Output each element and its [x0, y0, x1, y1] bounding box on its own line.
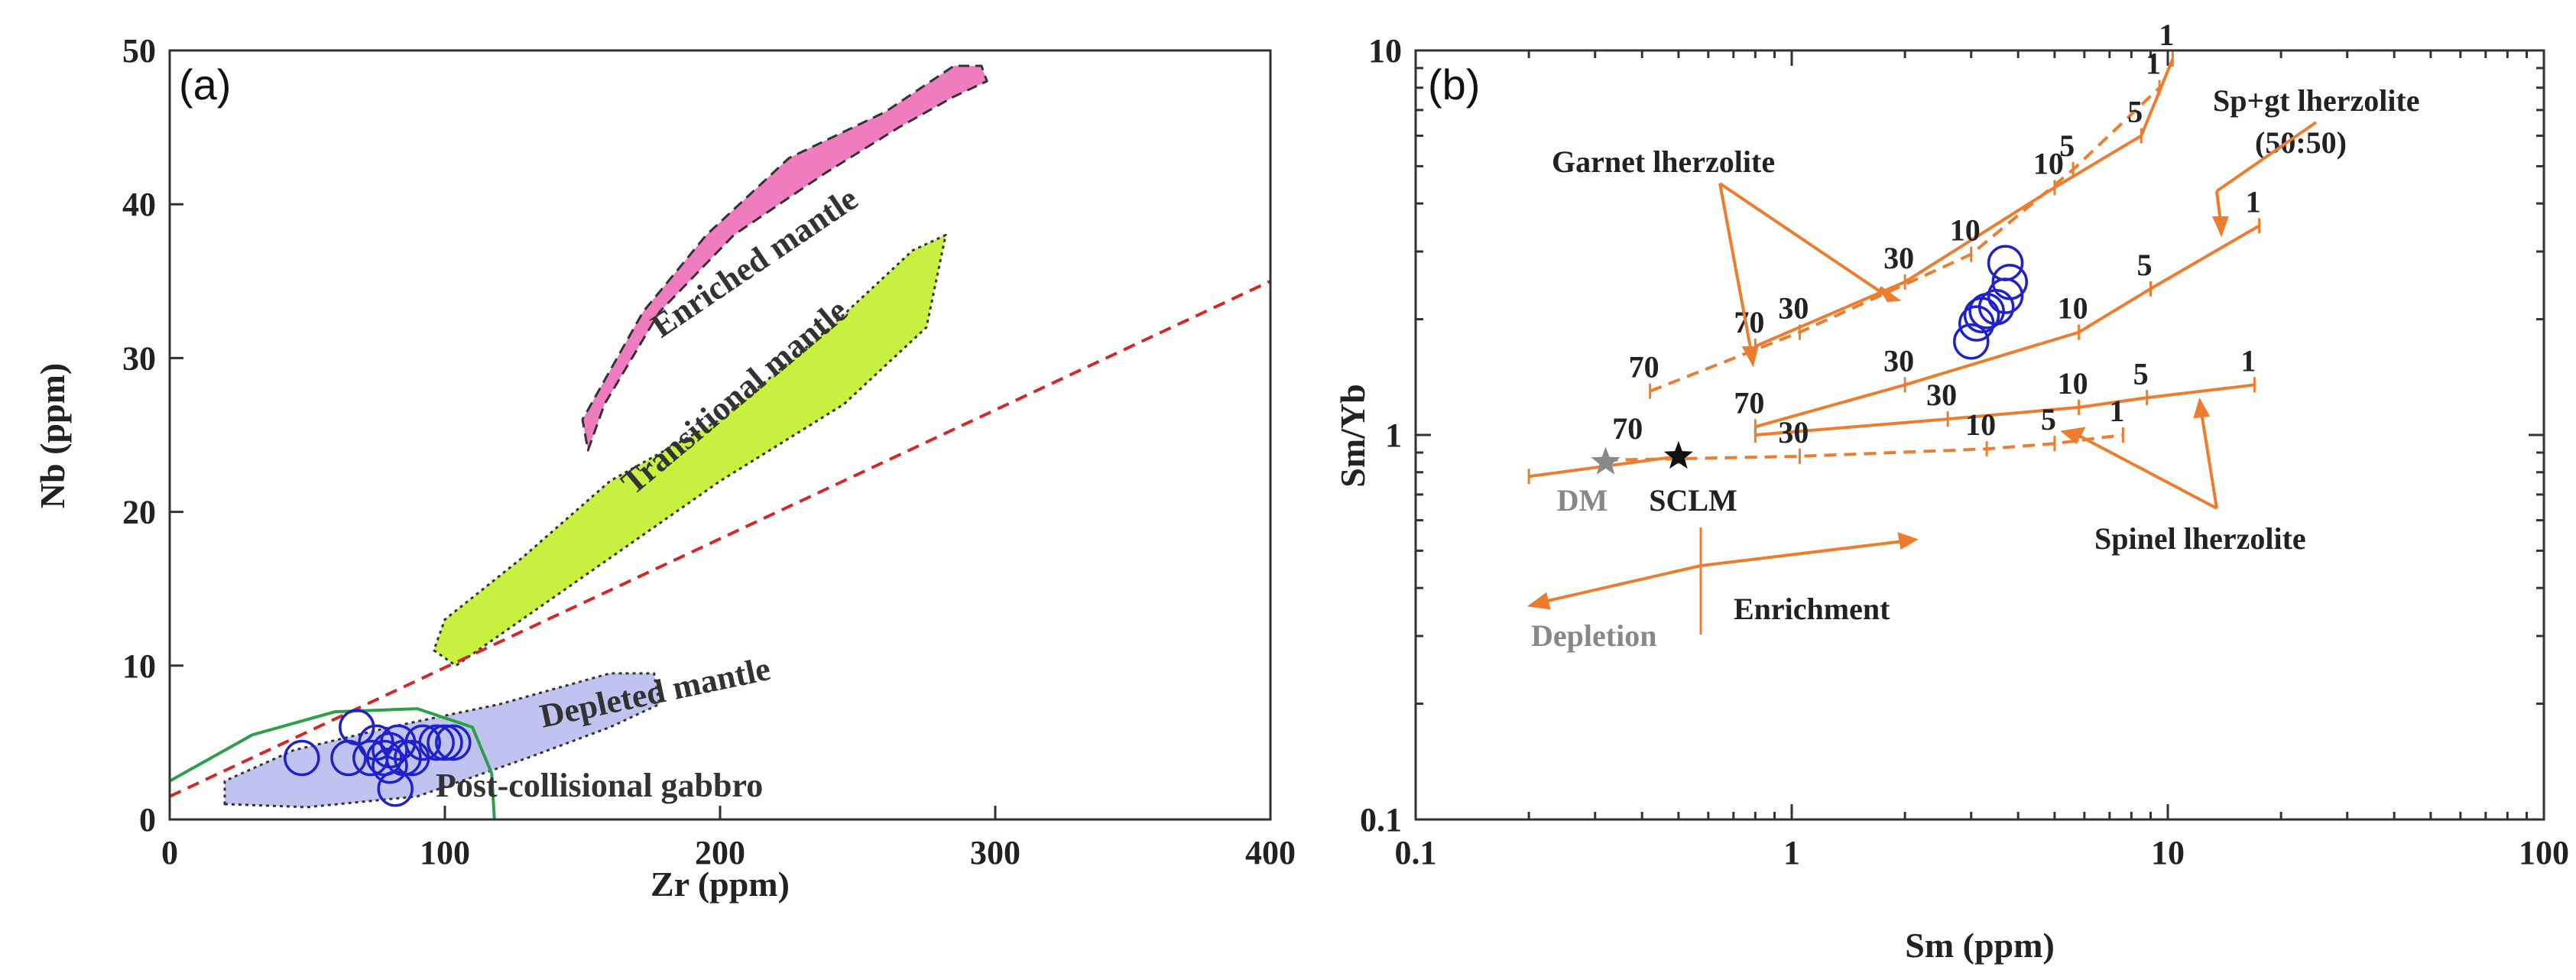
- sample-point-a: [435, 724, 472, 761]
- x-tick-label-a: 200: [695, 834, 745, 871]
- b-ticks: 0.1 1 10 100 0.1 1 10: [1360, 32, 2569, 871]
- x-axis-title-b: Sm (ppm): [1905, 926, 2055, 965]
- x-tick-label-b: 100: [2519, 834, 2569, 871]
- a-ticks: 0 100 200 300 400 0 10 20 30 40 50: [122, 32, 1296, 871]
- sample-point-b: [1952, 323, 1990, 360]
- a-points: [284, 709, 472, 807]
- sample-point-a: [418, 724, 455, 761]
- y-axis-title-a: Nb (ppm): [33, 363, 72, 508]
- a-lines: [169, 279, 1271, 820]
- panel-a-frame: [168, 49, 1272, 821]
- melt-fraction-label: 5: [2127, 95, 2143, 129]
- b-points: [1591, 245, 2029, 475]
- x-tick-label-a: 300: [970, 834, 1020, 871]
- x-tick-label-a: 400: [1245, 834, 1296, 871]
- y-tick-label-a: 20: [122, 494, 156, 531]
- field-transitional-mantle: [433, 233, 947, 667]
- reference-star-sclm: [1663, 440, 1693, 469]
- panel-b-label: (b): [1428, 60, 1480, 109]
- melt-fraction-label: 30: [1926, 378, 1957, 412]
- melt-fraction-label: 10: [2058, 366, 2088, 401]
- sample-point-b: [1987, 245, 2024, 281]
- melting-curve-2: [1754, 224, 2260, 429]
- melt-fraction-label: 70: [1629, 350, 1659, 385]
- label-sp-gt-lherzolite: Sp+gt lherzolite: [2213, 83, 2420, 118]
- x-tick-label-b: 10: [2151, 834, 2185, 871]
- sample-point-b: [1991, 264, 2029, 300]
- label-enrichment: Enrichment: [1734, 592, 1890, 626]
- label-post-collisional-gabbro: Post-collisional gabbro: [436, 767, 763, 804]
- y-tick-label-b: 0.1: [1360, 801, 1402, 839]
- label-spinel-lherzolite: Spinel lherzolite: [2094, 521, 2306, 556]
- y-tick-label-a: 10: [122, 647, 156, 685]
- melt-fraction-label: 30: [1778, 415, 1809, 449]
- melt-fraction-label: 5: [2059, 128, 2075, 163]
- melt-fraction-label: 1: [2109, 394, 2124, 428]
- x-tick-label-a: 0: [161, 834, 178, 871]
- y-tick-label-a: 30: [122, 339, 156, 377]
- y-tick-label-a: 50: [122, 32, 156, 70]
- melt-fraction-label: 30: [1883, 241, 1914, 275]
- label-sclm: SCLM: [1649, 483, 1737, 518]
- label-depletion: Depletion: [1531, 618, 1656, 653]
- y-axis-title-b: Sm/Yb: [1333, 384, 1372, 487]
- melt-fraction-label: 5: [2133, 356, 2149, 391]
- sample-point-a: [377, 771, 414, 807]
- melting-curve-3: [1755, 383, 2255, 436]
- melt-fraction-label: 5: [2041, 402, 2056, 436]
- melt-fraction-label: 5: [2136, 248, 2152, 282]
- x-tick-label-a: 100: [420, 834, 470, 871]
- melt-fraction-label: 10: [2033, 146, 2064, 180]
- x-tick-label-b: 0.1: [1395, 834, 1437, 871]
- label-dm: DM: [1557, 483, 1608, 518]
- field-depleted-mantle: [223, 672, 661, 809]
- melt-fraction-label: 10: [2058, 291, 2088, 326]
- y-tick-label-b: 10: [1368, 32, 1402, 70]
- melt-fraction-label: 30: [1883, 343, 1914, 378]
- melting-curve-1: [1754, 58, 2175, 348]
- line-post-collisional-gabbro: [169, 707, 496, 820]
- x-tick-label-b: 1: [1783, 834, 1800, 871]
- field-enriched-mantle: [581, 64, 988, 452]
- y-tick-label-a: 0: [139, 801, 156, 839]
- panel-a-label: (a): [179, 60, 231, 109]
- melt-fraction-label: 1: [2159, 18, 2174, 52]
- melt-fraction-label: 30: [1778, 291, 1809, 326]
- a-fields: [223, 64, 988, 809]
- line-reference-line: [169, 279, 1271, 798]
- sample-point-a: [427, 724, 463, 761]
- sample-point-a: [404, 724, 441, 761]
- sample-point-a: [284, 739, 320, 777]
- label-depleted-mantle: Depleted mantle: [537, 650, 774, 735]
- melt-fraction-label: 1: [2240, 343, 2256, 378]
- reference-star-dm: [1591, 446, 1621, 475]
- melt-fraction-label: 1: [2246, 184, 2261, 219]
- annotation-arrows: [1526, 121, 2318, 634]
- y-tick-label-a: 40: [122, 186, 156, 223]
- label-garnet-lherzolite: Garnet lherzolite: [1552, 144, 1775, 179]
- melt-fraction-label: 10: [1950, 213, 1981, 248]
- melt-fraction-label: 10: [1965, 407, 1996, 442]
- melt-fraction-label: 70: [1734, 385, 1764, 420]
- x-axis-title-a: Zr (ppm): [650, 865, 790, 904]
- panel-b-frame: [1414, 49, 2545, 821]
- melt-fraction-label: 70: [1612, 411, 1643, 446]
- y-tick-label-b: 1: [1385, 417, 1402, 454]
- melt-fraction-label: 1: [2146, 47, 2161, 81]
